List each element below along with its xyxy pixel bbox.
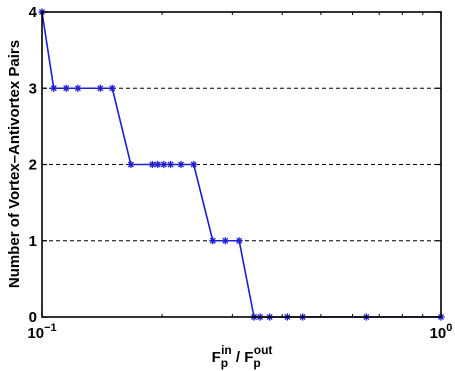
x-axis-label-sep: / F: [232, 349, 254, 366]
data-point: [127, 160, 135, 169]
data-point: [160, 160, 168, 169]
data-point: [154, 160, 162, 169]
y-axis-label: Number of Vortex–Antivortex Pairs: [6, 40, 23, 288]
data-point: [209, 237, 217, 245]
x-tick-exponent: 0: [446, 322, 452, 334]
data-point: [62, 84, 70, 92]
x-axis-label-main: F: [212, 349, 221, 366]
x-tick-label: 100: [430, 322, 453, 342]
data-point: [177, 160, 185, 169]
y-tick-label: 0: [29, 309, 37, 326]
x-tick-base: 10: [430, 325, 447, 342]
x-axis-label-sub1: p: [221, 356, 228, 370]
x-axis-label-sub2: p: [253, 356, 260, 370]
y-tick-label: 2: [29, 157, 37, 174]
x-axis-label-sup2: out: [254, 343, 273, 357]
y-tick-label: 1: [29, 233, 37, 250]
y-tick-label: 4: [29, 4, 38, 21]
data-point: [221, 237, 229, 245]
x-tick-label: 10−1: [27, 322, 56, 342]
data-point: [50, 84, 58, 92]
data-point: [166, 160, 175, 169]
data-point: [74, 84, 82, 92]
data-point: [148, 160, 156, 169]
x-axis-label-sup1: in: [221, 343, 232, 357]
data-point: [96, 84, 104, 92]
data-point: [235, 237, 243, 245]
data-point: [108, 84, 116, 92]
x-axis-label: Fpin / Fpout: [212, 343, 273, 370]
x-tick-base: 10: [27, 325, 44, 342]
x-tick-exponent: −1: [44, 322, 57, 334]
y-tick-label: 3: [29, 80, 37, 97]
data-point: [190, 160, 198, 169]
